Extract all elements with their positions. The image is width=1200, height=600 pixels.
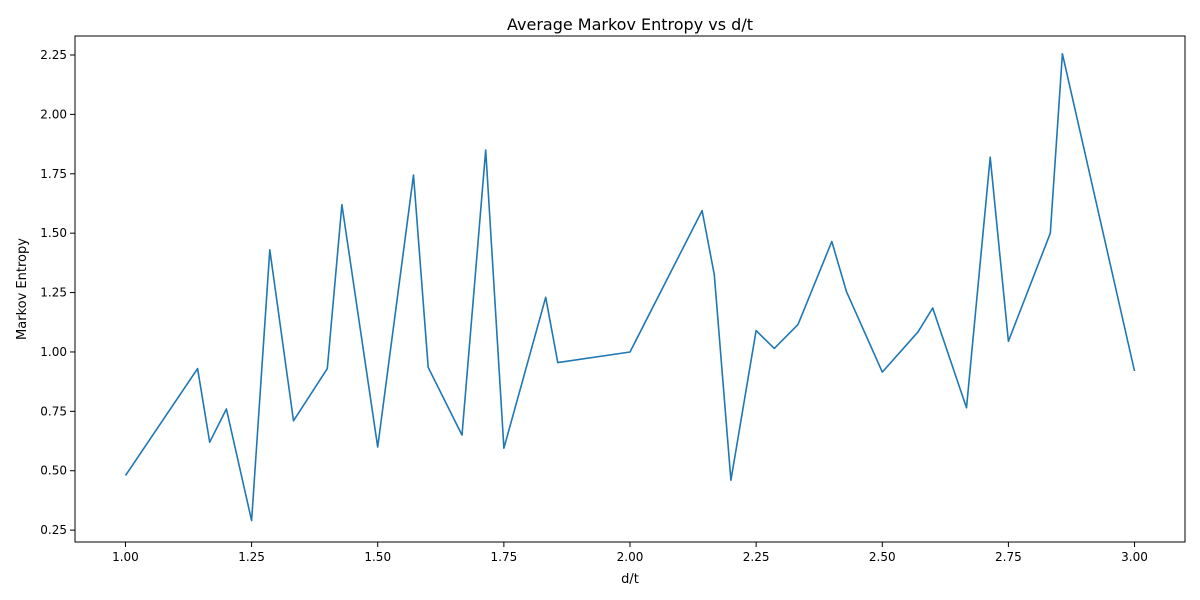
y-tick-label: 2.25 — [40, 48, 67, 62]
x-tick-label: 3.00 — [1121, 550, 1148, 564]
y-tick-label: 1.50 — [40, 226, 67, 240]
y-axis: 0.25 0.50 0.75 1.00 1.25 1.50 1.75 2.00 2.25 — [40, 48, 75, 537]
x-axis: 1.00 1.25 1.50 1.75 2.00 2.25 2.50 2.75 3.00 — [112, 542, 1148, 564]
x-axis-label: d/t — [621, 572, 639, 587]
y-tick-label: 0.75 — [40, 404, 67, 418]
x-tick-label: 1.75 — [491, 550, 518, 564]
x-tick-label: 2.50 — [869, 550, 896, 564]
y-tick-label: 1.00 — [40, 345, 67, 359]
x-tick-label: 2.00 — [617, 550, 644, 564]
plot-area — [74, 35, 1186, 543]
x-tick-label: 1.25 — [238, 550, 265, 564]
y-tick-label: 1.75 — [40, 167, 67, 181]
y-axis-label: Markov Entropy — [15, 238, 30, 340]
x-tick-label: 1.50 — [364, 550, 391, 564]
y-tick-label: 0.50 — [40, 464, 67, 478]
y-tick-label: 0.25 — [40, 523, 67, 537]
y-tick-label: 2.00 — [40, 107, 67, 121]
chart-title: Average Markov Entropy vs d/t — [507, 15, 753, 34]
x-tick-label: 1.00 — [112, 550, 139, 564]
series-line — [124, 53, 1136, 522]
x-tick-label: 2.75 — [995, 550, 1022, 564]
y-tick-label: 1.25 — [40, 286, 67, 300]
x-tick-label: 2.25 — [743, 550, 770, 564]
